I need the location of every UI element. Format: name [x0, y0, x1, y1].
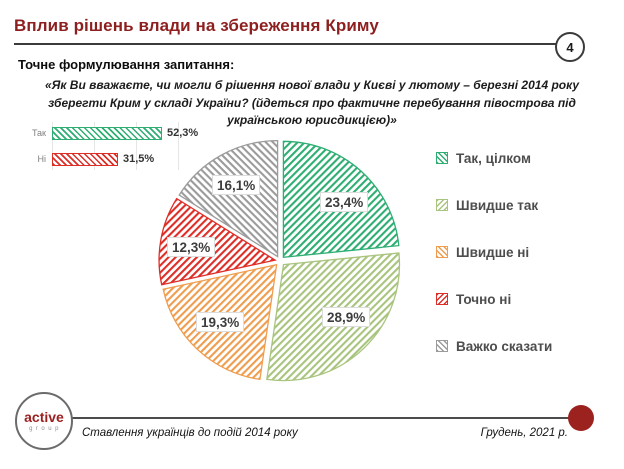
- active-group-logo: active group: [15, 392, 73, 450]
- footer-rule: [70, 417, 578, 419]
- legend-label: Так, цілком: [456, 150, 531, 166]
- bar-value-label: 31,5%: [123, 153, 155, 165]
- bar-row-no: Ні 31,5%: [20, 152, 154, 166]
- pie-slice-3: [158, 197, 277, 286]
- legend-swatch-icon: [436, 152, 448, 164]
- bar-category-label: Так: [31, 128, 46, 138]
- legend-item: Так, цілком: [436, 150, 552, 166]
- pie-label: 19,3%: [196, 312, 245, 332]
- pie-legend: Так, цілком Швидше так Швидше ні Точно н…: [436, 150, 553, 354]
- legend-label: Важко сказати: [456, 338, 553, 354]
- legend-swatch-icon: [436, 246, 448, 258]
- legend-swatch-icon: [436, 340, 448, 352]
- bar-no: [52, 152, 118, 166]
- header-rule: [14, 43, 556, 45]
- summary-bar-chart: Так 52,3% Ні 31,5%: [20, 122, 230, 170]
- bar-row-yes: Так 52,3%: [20, 126, 198, 140]
- footer-dot: [568, 405, 594, 431]
- pie-label: 12,3%: [167, 237, 216, 257]
- gridline: [178, 122, 179, 170]
- pie-label: 16,1%: [212, 175, 261, 195]
- pie-chart-svg: [158, 139, 401, 382]
- legend-swatch-icon: [436, 199, 448, 211]
- bar-category-label: Ні: [37, 154, 47, 164]
- legend-label: Швидше так: [456, 197, 539, 213]
- page-number: 4: [566, 39, 574, 55]
- logo-text-primary: active: [24, 408, 64, 425]
- gridline: [136, 122, 137, 170]
- slide-title: Вплив рішень влади на збереження Криму: [14, 16, 379, 35]
- footer-date: Грудень, 2021 р.: [480, 427, 568, 439]
- pie-label: 28,9%: [322, 307, 371, 327]
- pie-label: 23,4%: [320, 192, 369, 212]
- question-text: «Як Ви вважаєте, чи могли б рішення ново…: [44, 78, 580, 127]
- page-number-badge: 4: [555, 32, 585, 62]
- legend-item: Важко сказати: [436, 338, 553, 354]
- gridline: [94, 122, 95, 170]
- gridline: [52, 122, 53, 170]
- legend-item: Швидше так: [436, 197, 552, 213]
- legend-item: Точно ні: [436, 291, 552, 307]
- legend-label: Точно ні: [456, 291, 512, 307]
- legend-label: Швидше ні: [456, 244, 530, 260]
- pie-slice-4: [178, 139, 279, 258]
- bar-yes: [52, 126, 162, 140]
- pie-chart: [158, 139, 402, 383]
- legend-item: Швидше ні: [436, 244, 552, 260]
- logo-text-secondary: group: [29, 425, 62, 432]
- legend-swatch-icon: [436, 293, 448, 305]
- question-heading: Точне формулювання запитання:: [18, 57, 235, 72]
- bar-value-label: 52,3%: [167, 127, 199, 139]
- footer-series-title: Ставлення українців до подій 2014 року: [82, 427, 298, 439]
